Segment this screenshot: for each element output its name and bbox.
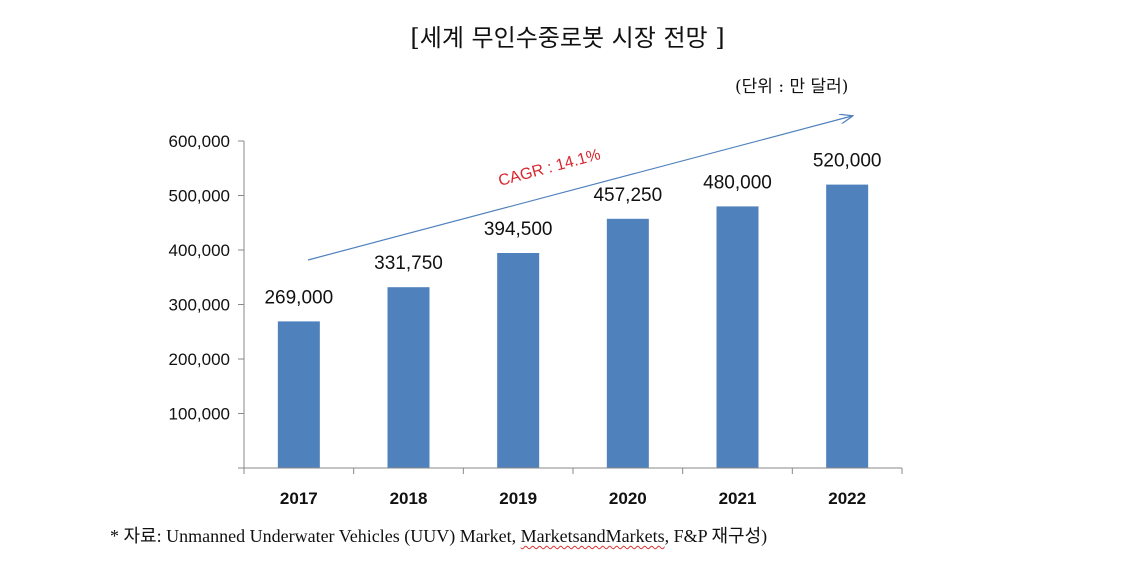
data-label-2018: 331,750 xyxy=(374,253,443,274)
x-tick-label-2019: 2019 xyxy=(499,489,537,508)
data-label-2017: 269,000 xyxy=(264,287,333,308)
cagr-annotation: CAGR : 14.1% xyxy=(497,146,603,190)
bars-group: 269,000 331,750 394,500 457,250 480,000 520,0… xyxy=(264,151,882,468)
unit-label: (단위 : 만 달러) xyxy=(735,77,849,97)
x-tick-label-2020: 2020 xyxy=(609,489,647,508)
y-tick-label: 300,000 xyxy=(169,296,230,315)
bar-2019 xyxy=(497,252,540,468)
y-tick-label: 500,000 xyxy=(169,187,230,206)
y-tick-label: 400,000 xyxy=(169,241,230,260)
data-label-2021: 480,000 xyxy=(703,172,772,193)
axes-group: 100,000 200,000 300,000 400,000 500,000 600,0… xyxy=(169,132,903,508)
x-tick-label-2021: 2021 xyxy=(719,489,757,508)
source-note: * 자료: Unmanned Underwater Vehicles (UUV)… xyxy=(110,522,767,548)
data-label-2022: 520,000 xyxy=(813,151,882,172)
x-tick-label-2022: 2022 xyxy=(828,489,866,508)
y-tick-label: 100,000 xyxy=(169,405,230,424)
data-label-2019: 394,500 xyxy=(484,219,553,240)
bar-2021 xyxy=(716,206,759,468)
source-publisher: MarketsandMarkets xyxy=(520,526,665,546)
y-tick-label: 200,000 xyxy=(169,350,230,369)
bar-2022 xyxy=(826,184,869,468)
source-prefix: * 자료: Unmanned Underwater Vehicles (UUV)… xyxy=(110,526,521,546)
y-tick-label: 600,000 xyxy=(169,132,230,151)
x-tick-label-2017: 2017 xyxy=(280,489,318,508)
x-tick-label-2018: 2018 xyxy=(390,489,428,508)
cagr-arrow xyxy=(307,116,852,261)
bar-2017 xyxy=(277,321,320,468)
source-suffix: , F&P 재구성) xyxy=(664,526,768,546)
data-label-2020: 457,250 xyxy=(593,185,662,206)
chart-title: [세계 무인수중로봇 시장 전망 ] xyxy=(410,24,725,52)
bar-2020 xyxy=(606,218,649,468)
bar-2018 xyxy=(387,287,430,468)
